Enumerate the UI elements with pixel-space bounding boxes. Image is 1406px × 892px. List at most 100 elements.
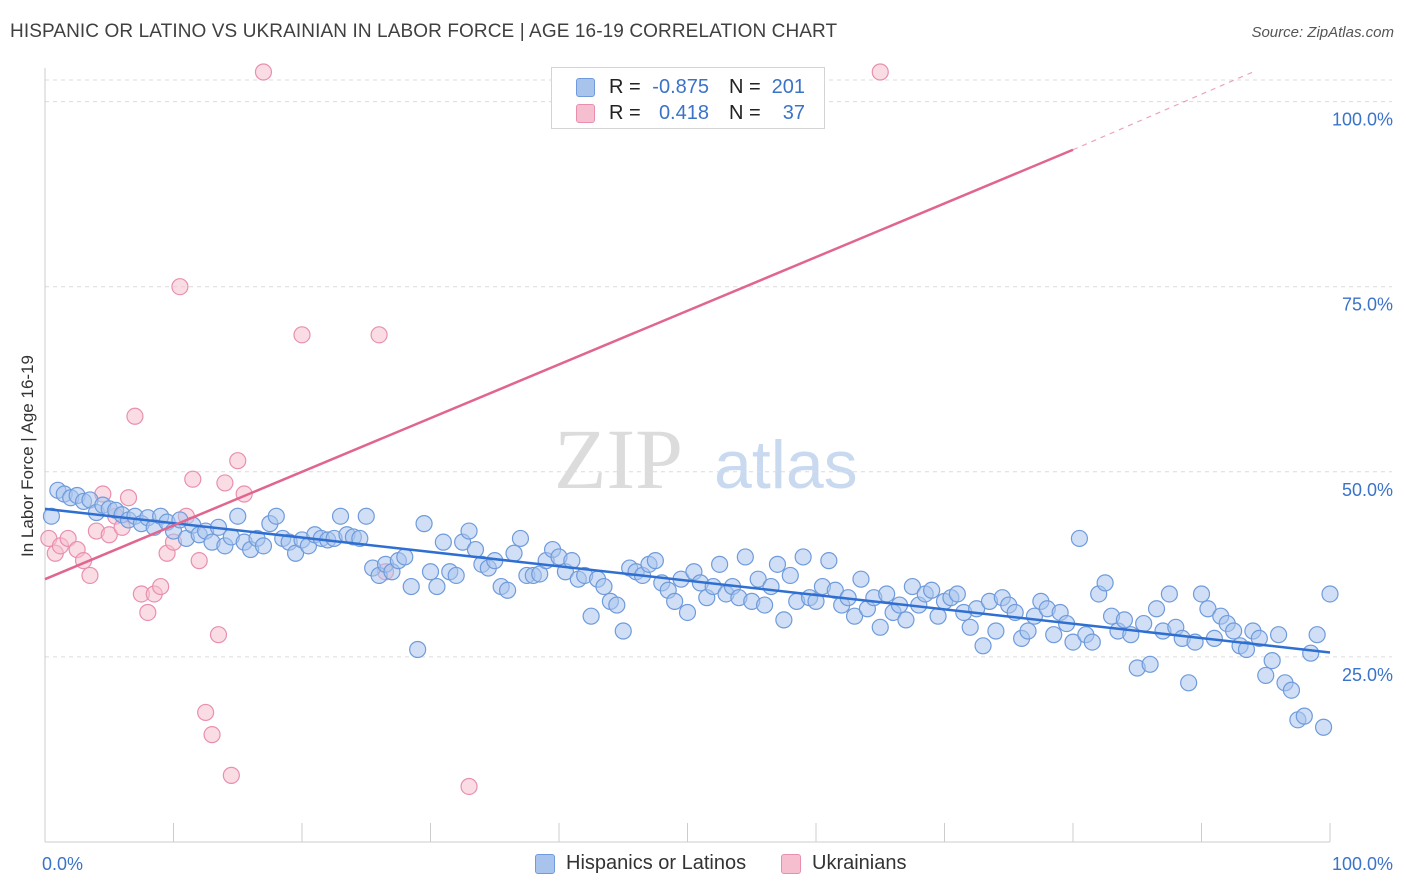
- legend-swatch-hispanics: [535, 853, 555, 874]
- hispanics-point: [749, 570, 767, 588]
- hispanics-point: [678, 603, 697, 622]
- hispanics-point: [254, 537, 273, 555]
- hispanics-point: [871, 618, 889, 636]
- hispanics-point: [1263, 652, 1281, 670]
- ukrainians-point: [190, 552, 208, 570]
- hispanics-point: [755, 596, 774, 614]
- r-label: R =: [609, 75, 641, 98]
- hispanics-point: [929, 607, 947, 625]
- hispanics-point: [807, 592, 825, 610]
- y-axis-label: In Labor Force | Age 16-19: [18, 355, 37, 557]
- hispanics-point: [1302, 644, 1320, 662]
- hispanics-point: [396, 548, 414, 566]
- ukrainians-point: [370, 326, 388, 344]
- ukrainians-point: [209, 626, 228, 644]
- hispanics-point: [852, 570, 870, 588]
- hispanics-point: [1269, 626, 1288, 644]
- legend-swatch-ukrainians: [781, 853, 801, 874]
- hispanics-point: [1192, 585, 1211, 603]
- hispanics-point: [666, 592, 684, 610]
- hispanics-point: [1308, 626, 1326, 644]
- hispanics-points: [42, 481, 1339, 736]
- hispanics-point: [1019, 622, 1037, 640]
- hispanics-point: [331, 507, 350, 525]
- n-value: 37: [782, 101, 805, 124]
- hispanics-point: [267, 507, 285, 525]
- hispanics-point: [1115, 611, 1134, 629]
- ukrainians-point: [203, 726, 221, 744]
- hispanics-point: [1160, 585, 1178, 603]
- hispanics-point: [229, 507, 247, 525]
- hispanics-point: [460, 522, 478, 540]
- y-tick-label: 100.0%: [1332, 110, 1393, 130]
- hispanics-point: [505, 544, 523, 562]
- ukrainians-trend-line: [44, 148, 1074, 581]
- hispanics-point: [1064, 633, 1082, 651]
- hispanics-point: [781, 566, 799, 585]
- hispanics-point: [1096, 574, 1114, 592]
- hispanics-point: [768, 555, 787, 573]
- hispanics-point: [447, 566, 465, 585]
- hispanics-point: [402, 577, 420, 596]
- hispanics-point: [1045, 626, 1063, 644]
- y-tick-label: 50.0%: [1342, 480, 1393, 500]
- ukrainians-point: [126, 407, 144, 425]
- hispanics-point: [1321, 585, 1339, 603]
- ukrainians-point: [152, 577, 170, 596]
- hispanics-point: [1135, 614, 1153, 633]
- watermark-atlas: atlas: [714, 427, 858, 503]
- hispanics-point: [1295, 707, 1313, 725]
- ukrainians-point: [100, 526, 118, 544]
- hispanics-point: [1314, 718, 1333, 736]
- hispanics-point: [434, 533, 452, 551]
- trend-lines: [44, 71, 1331, 654]
- hispanics-point: [409, 640, 427, 659]
- hispanics-point: [1070, 529, 1089, 548]
- legend-label-hispanics: Hispanics or Latinos: [566, 852, 747, 874]
- r-value: 0.418: [658, 101, 709, 124]
- ukrainians-point: [216, 474, 234, 492]
- hispanics-point: [428, 577, 446, 596]
- hispanics-point: [974, 637, 992, 655]
- hispanics-point: [845, 607, 864, 625]
- hispanics-point: [736, 548, 754, 566]
- hispanics-point: [987, 622, 1005, 640]
- legend-item-ukrainians[interactable]: Ukrainians: [781, 852, 906, 875]
- hispanics-point: [357, 507, 375, 525]
- hispanics-point: [595, 577, 613, 596]
- hispanics-point: [42, 507, 61, 525]
- ukrainians-point: [222, 766, 240, 784]
- x-tick-label: 0.0%: [42, 854, 83, 874]
- ukrainians-point: [254, 63, 273, 81]
- legend-item-hispanics[interactable]: Hispanics or Latinos: [535, 852, 746, 875]
- hispanics-point: [614, 622, 632, 640]
- hispanics-point: [582, 607, 600, 625]
- ukrainians-point: [293, 326, 311, 344]
- hispanics-point: [415, 515, 433, 533]
- hispanics-point: [1199, 600, 1217, 618]
- hispanics-point: [1282, 681, 1301, 699]
- hispanics-point: [1083, 633, 1101, 651]
- hispanics-point: [1147, 600, 1166, 618]
- hispanics-point: [421, 563, 440, 581]
- legend-row-hispanics: R = -0.875 N = 201: [576, 75, 805, 99]
- hispanics-point: [903, 577, 921, 596]
- hispanics-point: [923, 581, 941, 599]
- ukrainians-point: [184, 470, 202, 488]
- ukrainians-point: [197, 703, 215, 722]
- hispanics-point: [711, 555, 729, 573]
- watermark-zip: ZIP: [554, 411, 683, 507]
- n-label: N =: [729, 101, 761, 124]
- hispanics-point: [762, 577, 780, 596]
- hispanics-trend-line: [44, 507, 1331, 654]
- hispanics-point: [1180, 674, 1198, 692]
- r-label: R =: [609, 101, 641, 124]
- chart-title: HISPANIC OR LATINO VS UKRAINIAN IN LABOR…: [10, 21, 838, 42]
- n-value: 201: [771, 75, 805, 98]
- hispanics-point: [608, 596, 626, 614]
- ukrainians-point: [171, 278, 189, 296]
- hispanics-point: [878, 585, 896, 603]
- hispanics-point: [646, 552, 664, 570]
- hispanics-point: [1141, 655, 1159, 673]
